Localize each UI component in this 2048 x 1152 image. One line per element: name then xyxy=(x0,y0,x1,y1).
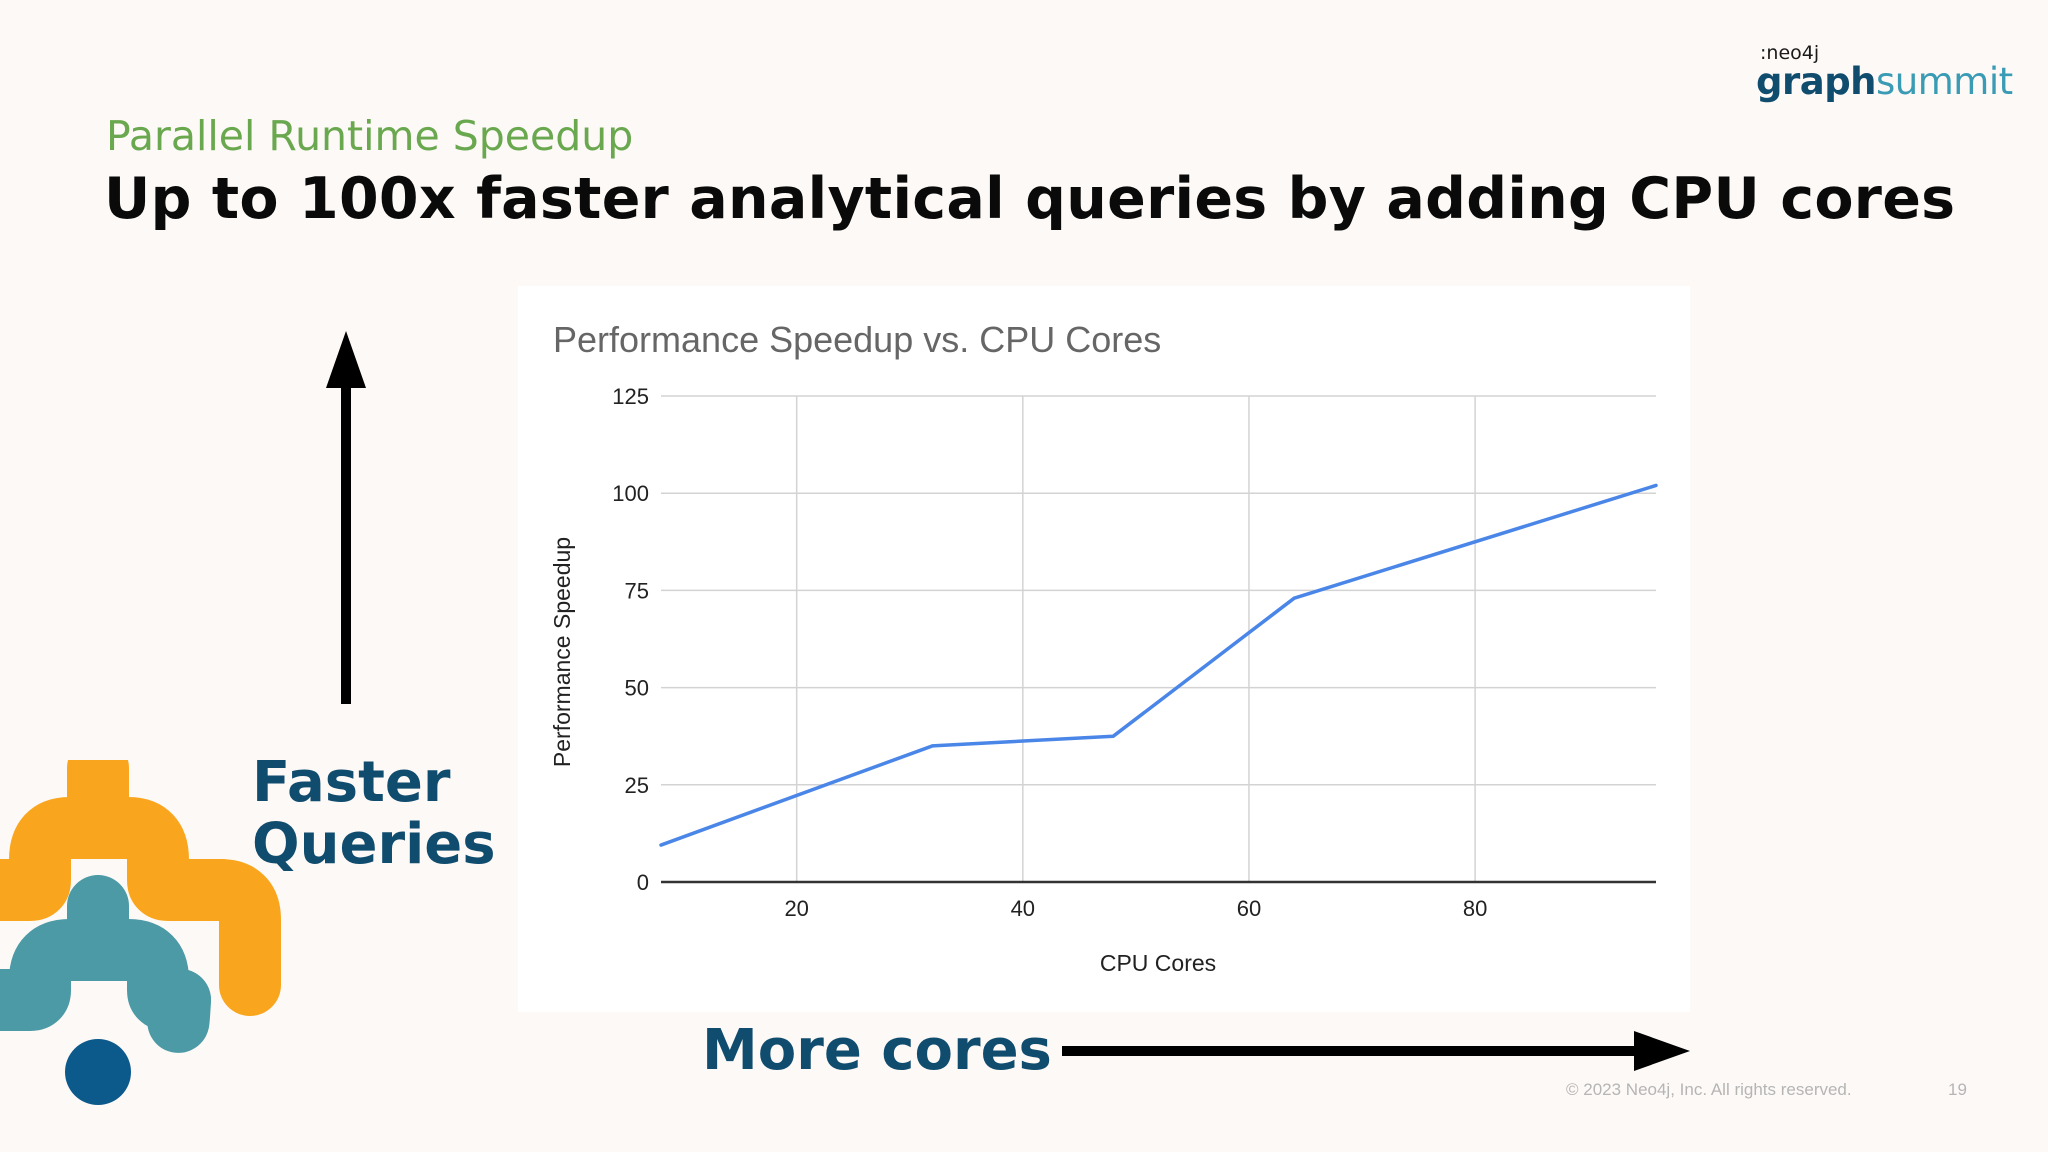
chart-title: Performance Speedup vs. CPU Cores xyxy=(553,319,1161,360)
slide-title: Up to 100x faster analytical queries by … xyxy=(104,166,1956,232)
y-tick-label-2: 50 xyxy=(625,676,649,701)
data-point-0-2 xyxy=(1111,734,1115,738)
slide-subtitle: Parallel Runtime Speedup xyxy=(106,112,634,160)
data-point-0-3 xyxy=(1292,596,1296,600)
copyright-text: © 2023 Neo4j, Inc. All rights reserved. xyxy=(1566,1080,1852,1099)
x-axis-label: CPU Cores xyxy=(1100,950,1216,976)
x-tick-label-0: 20 xyxy=(784,896,808,921)
data-point-0-0 xyxy=(659,843,663,847)
navy-node-icon xyxy=(65,1039,131,1105)
x-tick-label-3: 80 xyxy=(1463,896,1487,921)
faster-label-line2: Queries xyxy=(252,812,496,877)
data-point-0-4 xyxy=(1654,483,1658,487)
data-point-0-1 xyxy=(930,744,934,748)
speedup-line-chart: Performance Speedup vs. CPU Cores 0 25 50 7… xyxy=(549,319,1658,976)
more-cores-label: More cores xyxy=(702,1018,1052,1083)
y-tick-label-0: 0 xyxy=(637,870,649,895)
logo-graph-text: graph xyxy=(1756,60,1877,103)
faster-queries-label: Faster Queries xyxy=(252,752,496,876)
x-tick-label-2: 60 xyxy=(1237,896,1261,921)
y-tick-label-1: 25 xyxy=(625,773,649,798)
chart-series xyxy=(659,483,1658,847)
y-tick-label-5: 125 xyxy=(612,384,649,409)
faster-label-line1: Faster xyxy=(252,750,451,815)
x-tick-label-1: 40 xyxy=(1011,896,1035,921)
chart-card: Performance Speedup vs. CPU Cores 0 25 50 7… xyxy=(518,286,1690,1012)
chart-gridlines xyxy=(661,395,1656,882)
page-number: 19 xyxy=(1948,1080,1967,1099)
logo-summit-text: summit xyxy=(1876,60,2013,103)
logo-graphsummit-text: graphsummit xyxy=(1756,60,2013,103)
chart-axes: 0 25 50 75 100 125 20 40 60 80 xyxy=(612,384,1656,921)
graph-network-decoration-icon xyxy=(0,760,281,1105)
right-arrow-icon xyxy=(1062,1031,1690,1071)
y-tick-label-4: 100 xyxy=(612,481,649,506)
logo-neo4j-text: :neo4j xyxy=(1760,42,1820,64)
y-tick-label-3: 75 xyxy=(625,578,649,603)
series-line-0 xyxy=(659,483,1658,847)
up-arrow-icon xyxy=(326,331,366,704)
graphsummit-logo: :neo4j graphsummit xyxy=(1756,40,2013,110)
y-axis-label: Performance Speedup xyxy=(549,537,575,767)
